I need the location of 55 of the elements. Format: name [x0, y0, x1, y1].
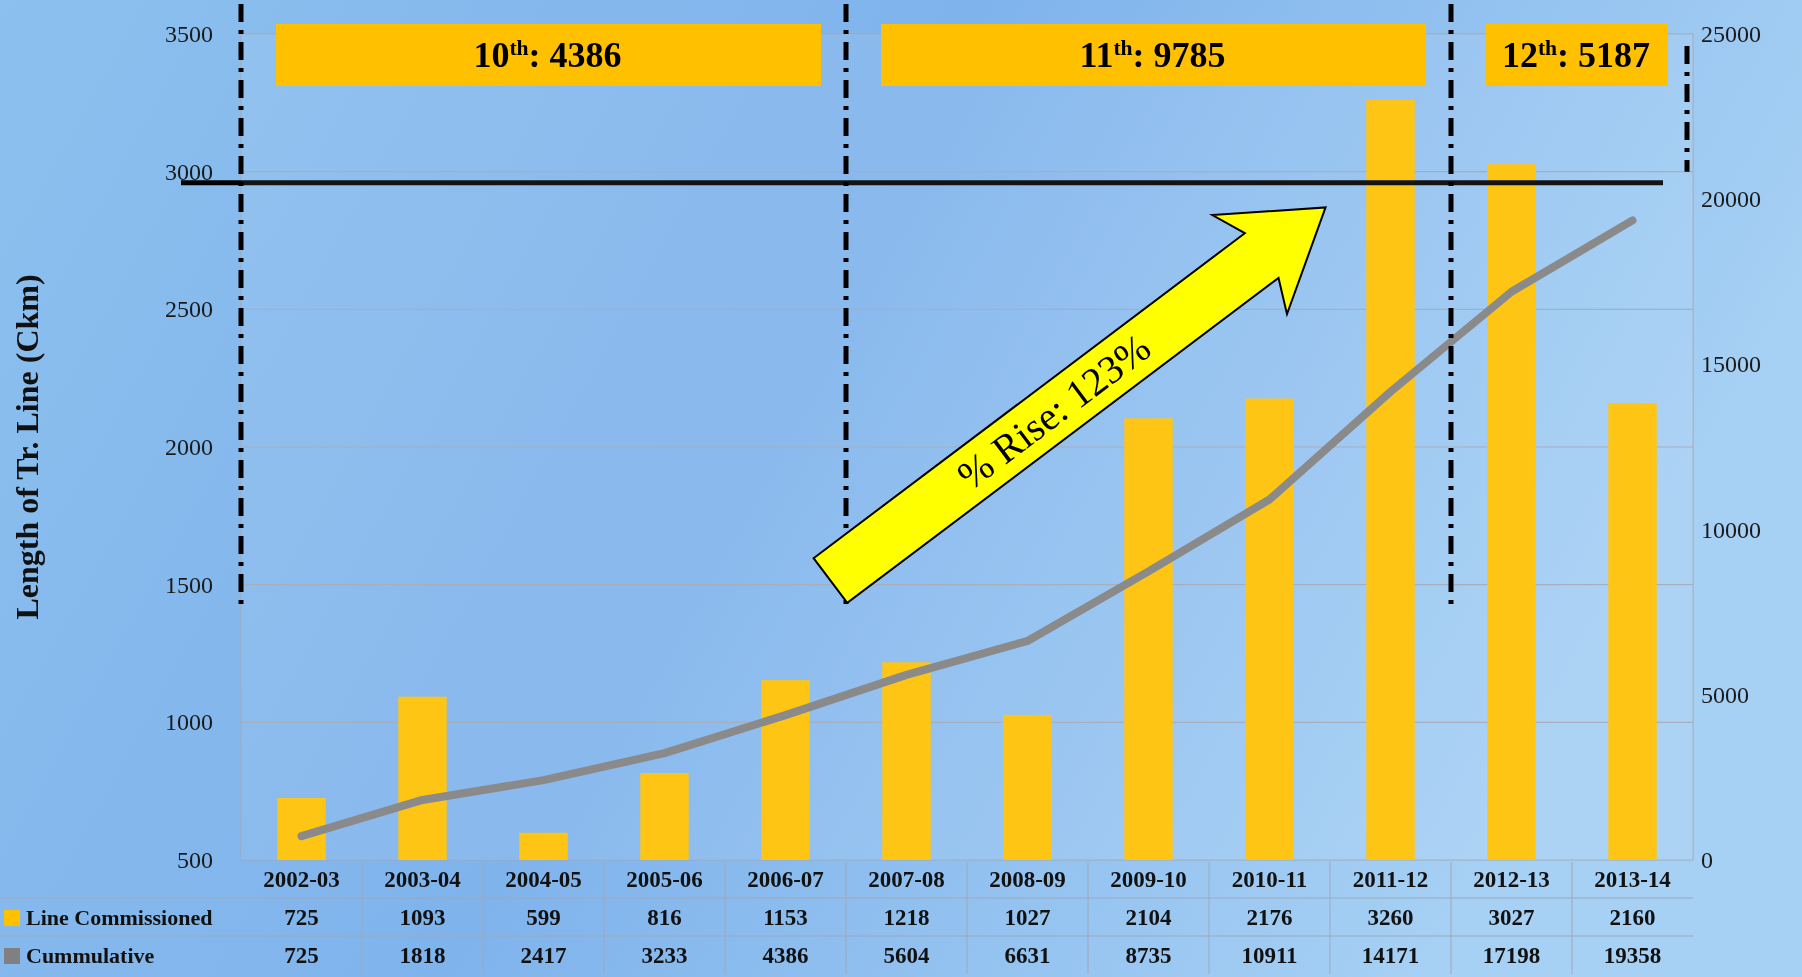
data-label: 1027 — [1004, 905, 1051, 930]
x-tick-label: 2006-07 — [747, 867, 824, 892]
data-label: 1818 — [399, 943, 446, 968]
band-label: 11$^{th}$: 9785 — [1079, 35, 1226, 75]
data-label: 2176 — [1246, 905, 1293, 930]
y-tick-label: 1000 — [165, 709, 213, 736]
x-tick-label: 2011-12 — [1352, 867, 1429, 892]
y-tick-label: 3500 — [165, 21, 213, 47]
data-label: 599 — [526, 905, 561, 930]
x-tick-label: 2012-13 — [1473, 867, 1550, 892]
legend-label: Cummulative — [26, 943, 155, 968]
band-label: 12$^{th}$: 5187 — [1501, 35, 1651, 75]
data-label: 1153 — [763, 905, 808, 930]
x-tick-label: 2013-14 — [1594, 867, 1672, 892]
x-tick-label: 2009-10 — [1110, 867, 1187, 892]
data-label: 2104 — [1125, 905, 1172, 930]
data-label: 3027 — [1488, 905, 1535, 930]
y2-tick-label: 0 — [1701, 847, 1713, 873]
y-tick-label: 2000 — [165, 434, 213, 460]
data-label: 3260 — [1367, 905, 1414, 930]
x-tick-label: 2002-03 — [263, 867, 340, 892]
x-tick-label: 2005-06 — [626, 867, 703, 892]
y-tick-label: 500 — [177, 847, 213, 873]
y-tick-label: 2500 — [165, 296, 213, 323]
data-label: 10911 — [1241, 943, 1298, 968]
data-label: 1218 — [883, 905, 930, 930]
data-label: 816 — [647, 905, 682, 930]
data-label: 14171 — [1361, 943, 1420, 968]
data-label: 725 — [284, 943, 319, 968]
x-tick-label: 2010-11 — [1231, 867, 1308, 892]
y2-tick-label: 15000 — [1701, 351, 1761, 378]
data-label: 1093 — [399, 905, 446, 930]
x-tick-label: 2008-09 — [989, 867, 1066, 892]
x-tick-label: 2004-05 — [505, 867, 582, 892]
data-label: 17198 — [1482, 943, 1541, 968]
y-tick-label: 3000 — [165, 158, 213, 185]
data-label: 6631 — [1004, 943, 1051, 968]
data-label: 725 — [284, 905, 319, 930]
y-axis-title: Length of Tr. Line (Ckm) — [9, 274, 45, 620]
y2-tick-label: 20000 — [1701, 186, 1761, 213]
y-tick-label: 1500 — [165, 571, 213, 598]
x-tick-label: 2003-04 — [384, 867, 462, 892]
legend-label: Line Commissioned — [26, 905, 213, 930]
data-label: 5604 — [883, 943, 930, 968]
y2-tick-label: 10000 — [1701, 516, 1761, 543]
x-tick-label: 2007-08 — [868, 867, 945, 892]
data-label: 4386 — [762, 943, 809, 968]
y2-tick-label: 5000 — [1701, 681, 1749, 708]
band-label: 10$^{th}$: 4386 — [473, 35, 622, 75]
data-label: 19358 — [1603, 943, 1662, 968]
data-label: 8735 — [1125, 943, 1172, 968]
data-label: 2417 — [520, 943, 567, 968]
data-label: 2160 — [1609, 905, 1656, 930]
y2-tick-label: 25000 — [1701, 21, 1761, 47]
data-label: 3233 — [641, 943, 688, 968]
